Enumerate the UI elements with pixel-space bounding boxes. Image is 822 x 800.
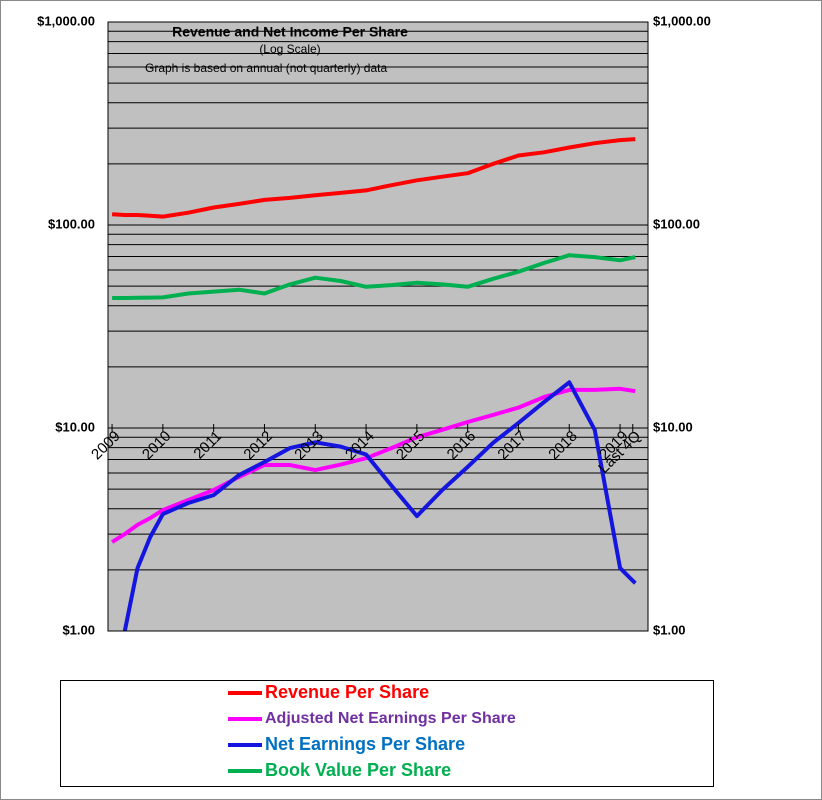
plot-area [108, 22, 648, 631]
legend: Revenue Per Share Adjusted Net Earnings P… [228, 682, 516, 780]
legend-label: Adjusted Net Earnings Per Share [265, 710, 516, 727]
chart-title: Revenue and Net Income Per Share [172, 24, 408, 40]
y2-tick-label: $1.00 [653, 622, 686, 637]
lines [111, 137, 637, 631]
y2-tick-label: $1,000.00 [653, 13, 711, 28]
chart-subtitle: (Log Scale) [259, 42, 320, 56]
y-tick-label: $1,000.00 [37, 13, 95, 28]
y-tick-label: $1.00 [62, 622, 95, 637]
plot-border [107, 21, 649, 632]
chart-note: Graph is based on annual (not quarterly)… [145, 61, 387, 75]
legend-label: Net Earnings Per Share [265, 734, 465, 754]
legend-label: Book Value Per Share [265, 760, 451, 780]
series-line [111, 386, 636, 544]
y-tick-label: $100.00 [48, 216, 95, 231]
series-line [112, 253, 636, 300]
y2-tick-label: $10.00 [653, 419, 693, 434]
y-tick-label: $10.00 [55, 419, 95, 434]
legend-label: Revenue Per Share [265, 682, 429, 702]
series-line [111, 137, 636, 219]
y2-tick-label: $100.00 [653, 216, 700, 231]
legend-box [60, 680, 714, 787]
series-line [122, 380, 637, 631]
